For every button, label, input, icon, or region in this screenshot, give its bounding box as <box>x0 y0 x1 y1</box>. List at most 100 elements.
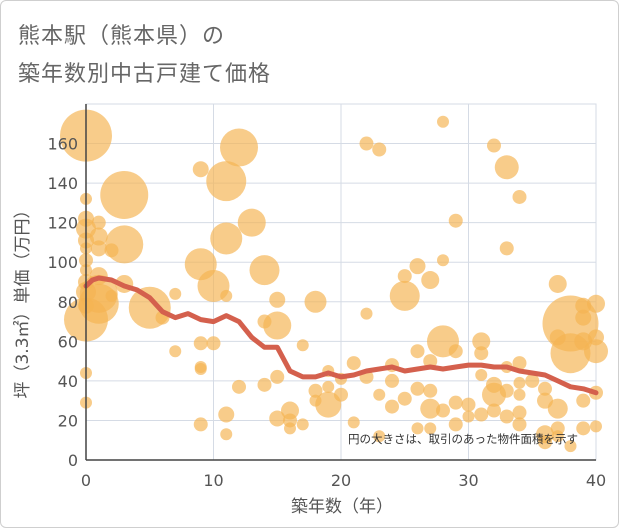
bubble-point <box>448 213 463 228</box>
bubble-point <box>472 332 491 351</box>
bubble-point <box>424 422 437 435</box>
bubble-point <box>513 376 526 389</box>
bubble-point <box>281 401 299 420</box>
bubble-point <box>257 377 272 392</box>
bubble-point <box>437 254 449 267</box>
bubble-point <box>487 138 501 153</box>
bubble-point <box>448 395 463 410</box>
bubble-point <box>296 339 309 352</box>
bubble-point <box>347 416 360 429</box>
bubble-point <box>263 311 292 340</box>
y-tick-label: 40 <box>58 372 78 391</box>
bubble-point <box>584 339 608 364</box>
bubble-point <box>105 289 118 302</box>
bubble-point <box>576 421 591 436</box>
bubble-point <box>494 155 519 180</box>
bubble-point <box>89 227 108 246</box>
bubble-point <box>423 383 438 398</box>
bubble-point <box>575 309 592 326</box>
bubble-point <box>499 241 514 256</box>
bubble-point <box>564 440 577 453</box>
bubble-point <box>397 269 412 284</box>
bubble-point <box>270 369 285 384</box>
bubble-point <box>538 435 552 450</box>
bubble-point <box>346 356 361 371</box>
bubble-point <box>482 382 506 407</box>
y-tick-label: 100 <box>47 253 78 272</box>
bubble-point <box>249 255 280 286</box>
chart-title-line2: 築年数別中古戸建て価格 <box>18 62 272 87</box>
bubble-point <box>269 410 286 427</box>
bubble-point <box>237 208 266 237</box>
y-tick-label: 20 <box>58 411 78 430</box>
bubble-point <box>475 368 488 381</box>
bubble-point <box>304 290 327 313</box>
bubble-point <box>512 356 527 371</box>
bubble-point <box>372 142 387 157</box>
bubble-point <box>548 274 567 293</box>
y-tick-label: 80 <box>58 293 78 312</box>
bubble-point <box>210 222 243 255</box>
bubble-point <box>315 391 342 418</box>
chart-title-line1: 熊本駅（熊本県）の <box>18 24 226 49</box>
x-tick-label: 40 <box>586 471 606 490</box>
y-tick-labels: 0 20 40 60 80 100 120 140 160 <box>47 135 78 470</box>
bubble-point <box>420 398 441 419</box>
y-axis-label: 坪（3.3㎡）単価（万円） <box>13 201 33 398</box>
bubble-point <box>220 289 233 302</box>
bubble-point <box>359 136 374 151</box>
bubble-point <box>373 430 386 443</box>
bubble-point <box>423 354 438 369</box>
y-tick-label: 120 <box>47 214 78 233</box>
bubble-point <box>78 283 119 324</box>
bubble-point <box>91 215 106 230</box>
bubble-point <box>220 428 233 441</box>
bubble-point <box>421 271 440 290</box>
bubble-point <box>448 344 463 359</box>
bubble-point <box>385 373 399 388</box>
bubble-point <box>169 345 182 358</box>
bubble-point <box>538 381 552 396</box>
bubble-point <box>360 307 373 320</box>
bubble-point <box>192 161 209 178</box>
bubble-point <box>389 280 420 311</box>
bubble-point <box>269 291 286 308</box>
bubble-point <box>232 379 246 394</box>
x-tick-label: 0 <box>81 471 91 490</box>
bubble-point <box>206 161 247 202</box>
bubble-point <box>397 391 412 406</box>
bubble-point <box>474 346 489 361</box>
x-tick-label: 10 <box>203 471 223 490</box>
bubble-point <box>322 380 335 393</box>
bubble-point <box>474 407 489 422</box>
y-tick-label: 0 <box>68 451 78 470</box>
trend-line <box>83 275 599 396</box>
x-tick-label: 20 <box>331 471 351 490</box>
y-tick-label: 160 <box>47 135 78 154</box>
bubble-point <box>308 383 323 398</box>
size-note: 円の大きさは、取引のあった物件面積を示す <box>348 432 578 446</box>
x-tick-label: 30 <box>458 471 478 490</box>
bubble-point <box>499 409 514 424</box>
bubble-point <box>220 128 258 167</box>
bubble-point <box>218 406 235 423</box>
bubble-point <box>411 422 424 435</box>
bubble-point <box>487 403 501 418</box>
bubble-point <box>437 115 449 128</box>
bubble-point <box>410 381 425 396</box>
bubble-point <box>461 397 476 412</box>
bubble-point <box>512 417 527 432</box>
bubble-point <box>206 336 221 351</box>
bubble-point <box>499 383 514 398</box>
bubble-point <box>512 405 527 420</box>
bubble-point <box>193 336 208 351</box>
bubble-point <box>169 287 182 300</box>
bubble-point <box>410 344 425 359</box>
bubble-point <box>525 373 540 388</box>
bubble-point <box>462 410 475 423</box>
bubble-point <box>590 420 602 433</box>
bubble-point <box>587 294 605 313</box>
x-axis-label: 築年数（年） <box>291 497 393 517</box>
bubble-point <box>513 388 526 401</box>
